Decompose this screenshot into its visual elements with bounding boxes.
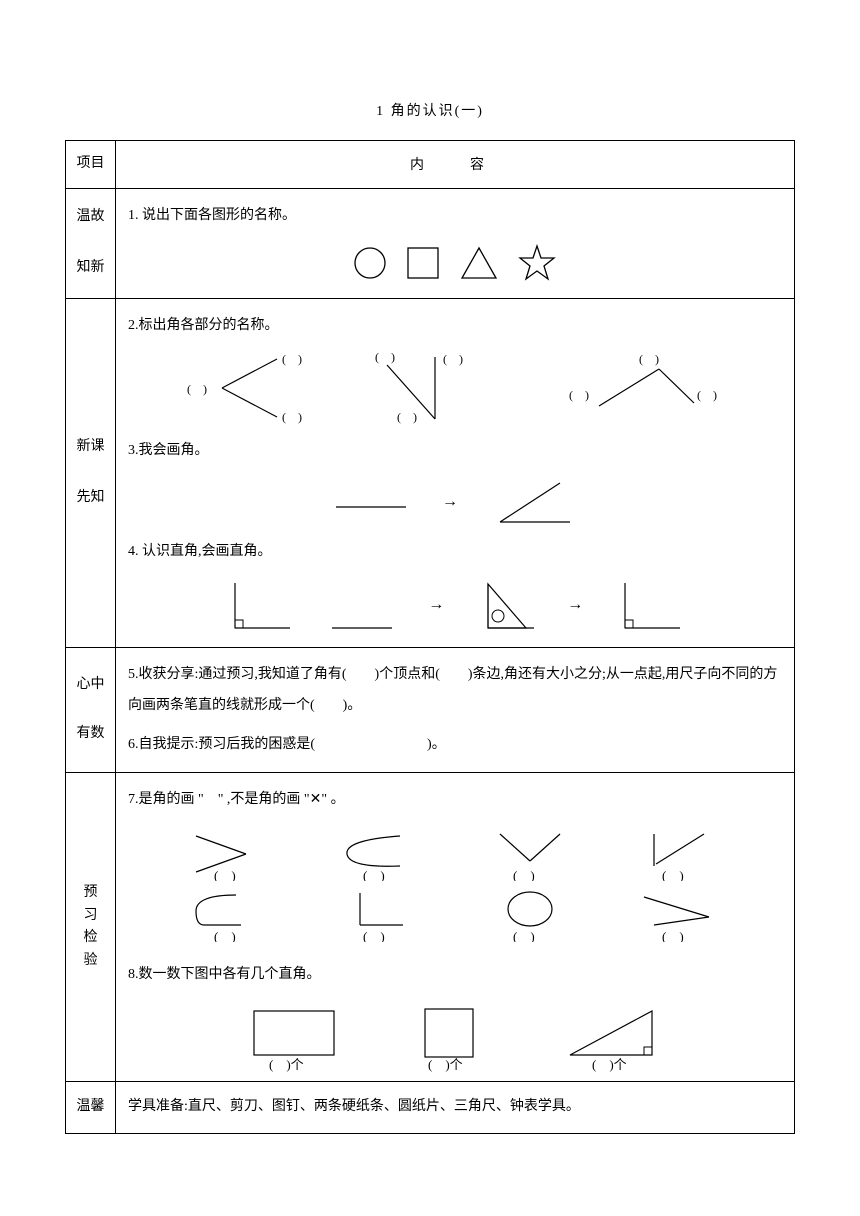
q4-text: 4. 认识直角,会画直角。 [122,533,788,572]
svg-text:( ): ( ) [214,929,236,942]
check-shape-2: ( ) [335,826,425,881]
line-segment-icon [331,487,411,517]
section-wenxin-label: 温馨 [66,1081,116,1133]
triangle-icon [460,246,498,280]
svg-text:( ): ( ) [662,929,684,942]
label-text: 温故 [72,202,109,233]
svg-text:( ): ( ) [214,868,236,881]
circle-icon [353,246,387,280]
check-shape-5: ( ) [186,887,276,942]
label-text: 心中 [72,670,109,701]
section-xinke-label: 新课 先知 [66,298,116,647]
q2-text: 2.标出角各部分的名称。 [122,307,788,346]
wenxin-text: 学具准备:直尺、剪刀、图钉、两条硬纸条、圆纸片、三角尺、钟表学具。 [122,1090,788,1125]
svg-text:( ): ( ) [187,382,207,396]
svg-text:( )个: ( )个 [269,1057,304,1072]
check-shape-8: ( ) [634,887,724,942]
q3-text: 3.我会画角。 [122,432,788,471]
section-wengu-content: 1. 说出下面各图形的名称。 [116,188,795,298]
check-shape-3: ( ) [485,826,575,881]
section-xinzhong-label: 心中 有数 [66,647,116,772]
section-yuxi-label: 预习检验 [66,773,116,1082]
arrow-icon: → [442,493,458,511]
angle-diagram-3: ( ) ( ) ( ) [569,351,739,426]
header-col1: 项目 [66,141,116,189]
q6-text: 6.自我提示:预习后我的困惑是( )。 [122,726,788,765]
label-text: 新课 [72,432,109,463]
right-angle-icon [225,578,295,633]
header-col2: 内 容 [116,141,795,189]
section-xinzhong-content: 5.收获分享:通过预习,我知道了角有( )个顶点和( )条边,角还有大小之分;从… [116,647,795,772]
svg-text:( ): ( ) [697,388,717,402]
star-icon [517,244,557,282]
label-text: 有数 [72,719,109,750]
section-yuxi-content: 7.是角的画 " " ,不是角的画 "✕" 。 ( ) ( ) [116,773,795,1082]
angle-diagram-1: ( ) ( ) ( ) [172,351,312,426]
line-segment-icon [327,578,397,633]
svg-text:( ): ( ) [363,929,385,942]
right-angle-row: → → [122,572,788,639]
shapes-row [122,236,788,290]
arrow-icon: → [567,596,583,614]
svg-text:( ): ( ) [282,410,302,424]
svg-text:( ): ( ) [513,868,535,881]
svg-text:( ): ( ) [363,868,385,881]
svg-text:( ): ( ) [375,351,395,364]
svg-text:( ): ( ) [513,929,535,942]
label-text: 先知 [72,483,109,514]
svg-text:( ): ( ) [639,352,659,366]
angle-check-grid: ( ) ( ) ( ) ( ) [122,826,788,942]
angle-result-icon [490,477,580,527]
draw-angle-row: → [122,471,788,533]
svg-text:( ): ( ) [569,388,589,402]
arrow-icon: → [428,596,444,614]
q8-text [122,948,788,956]
check-shape-7: ( ) [485,887,575,942]
q8-text: 8.数一数下图中各有几个直角。 [122,956,788,995]
svg-text:( ): ( ) [662,868,684,881]
svg-text:( ): ( ) [282,352,302,366]
check-shape-6: ( ) [335,887,425,942]
svg-text:( ): ( ) [397,410,417,424]
section-wenxin-content: 学具准备:直尺、剪刀、图钉、两条硬纸条、圆纸片、三角尺、钟表学具。 [116,1081,795,1133]
svg-text:( )个: ( )个 [428,1057,463,1072]
svg-text:( )个: ( )个 [592,1057,627,1072]
section-wengu-label: 温故 知新 [66,188,116,298]
section-xinke-content: 2.标出角各部分的名称。 ( ) ( ) ( ) ( ) ( ) ( ) [116,298,795,647]
square-icon: ( )个 [400,1003,500,1073]
rectangle-icon: ( )个 [239,1003,349,1073]
check-shape-1: ( ) [186,826,276,881]
q7-text: 7.是角的画 " " ,不是角的画 "✕" 。 [122,781,788,820]
set-square-icon [476,578,536,633]
square-icon [406,246,440,280]
angle-parts-row: ( ) ( ) ( ) ( ) ( ) ( ) ( ) ( ) [122,345,788,432]
page-title: 1 角的认识(一) [0,0,860,140]
check-shape-4: ( ) [634,826,724,881]
q1-text: 1. 说出下面各图形的名称。 [122,197,788,236]
svg-text:( ): ( ) [443,352,463,366]
right-angle-icon [615,578,685,633]
label-text: 预习检验 [72,882,109,972]
q5-text: 5.收获分享:通过预习,我知道了角有( )个顶点和( )条边,角还有大小之分;从… [122,656,788,726]
count-shapes-row: ( )个 ( )个 ( )个 [122,995,788,1073]
angle-diagram-2: ( ) ( ) ( ) [375,351,505,426]
worksheet-table: 项目 内 容 温故 知新 1. 说出下面各图形的名称。 新课 先知 [65,140,795,1134]
right-triangle-icon: ( )个 [552,1003,672,1073]
label-text: 知新 [72,253,109,284]
